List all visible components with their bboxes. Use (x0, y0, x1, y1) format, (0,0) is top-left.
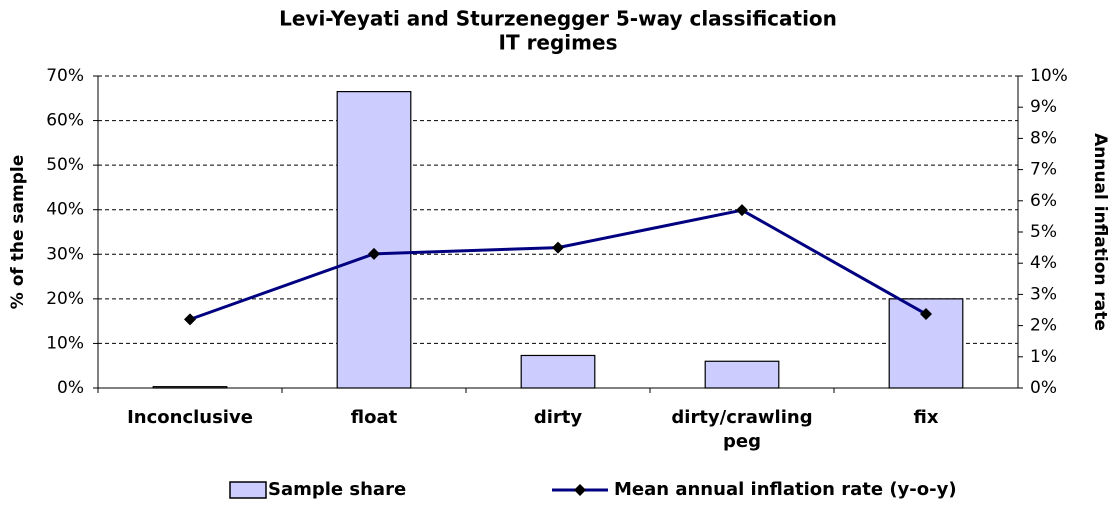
x-tick-label: Inconclusive (127, 407, 253, 428)
y-tick-label: 0% (57, 378, 84, 398)
marker (920, 308, 932, 321)
y-tick-label: 30% (46, 244, 84, 264)
bar (336, 90, 412, 389)
y2-tick-label: 9% (1030, 97, 1057, 117)
marker (184, 313, 196, 326)
y2-tick-label: 0% (1030, 378, 1057, 398)
x-tick-label: float (350, 407, 398, 428)
legend-swatch (229, 481, 267, 499)
y2-tick-label: 2% (1030, 316, 1057, 336)
chart-title: Levi-Yeyati and Sturzenegger 5-way class… (279, 7, 837, 31)
y-tick-label: 70% (46, 66, 84, 86)
marker (368, 247, 380, 260)
y2-tick-label: 4% (1030, 253, 1057, 273)
y2-tick-label: 6% (1030, 191, 1057, 211)
bar (152, 386, 228, 389)
y2-axis-label: Annual inflation rate (1090, 133, 1110, 331)
x-tick-label: dirty (533, 407, 583, 428)
y-axis-label: % of the sample (8, 155, 28, 309)
y-tick-label: 20% (46, 289, 84, 309)
chart-subtitle: IT regimes (499, 31, 618, 55)
line (189, 208, 927, 321)
y-tick-label: 60% (46, 111, 84, 131)
x-tick-label: dirty/crawling peg (671, 407, 813, 452)
marker (736, 204, 748, 217)
legend-label: Sample share (268, 479, 406, 500)
y2-tick-label: 3% (1030, 284, 1057, 304)
legend-label: Mean annual inflation rate (y-o-y) (614, 479, 957, 500)
y2-tick-label: 7% (1030, 160, 1057, 180)
marker (552, 241, 564, 254)
x-tick-label: fix (913, 407, 939, 428)
y2-tick-label: 1% (1030, 347, 1057, 367)
legend-marker (574, 484, 586, 496)
y-tick-label: 50% (46, 155, 84, 175)
y2-tick-label: 10% (1030, 66, 1068, 86)
y-tick-label: 40% (46, 200, 84, 220)
y2-tick-label: 5% (1030, 222, 1057, 242)
bar (520, 354, 596, 389)
y2-tick-label: 8% (1030, 128, 1057, 148)
y-tick-label: 10% (46, 333, 84, 353)
bar (704, 360, 780, 389)
